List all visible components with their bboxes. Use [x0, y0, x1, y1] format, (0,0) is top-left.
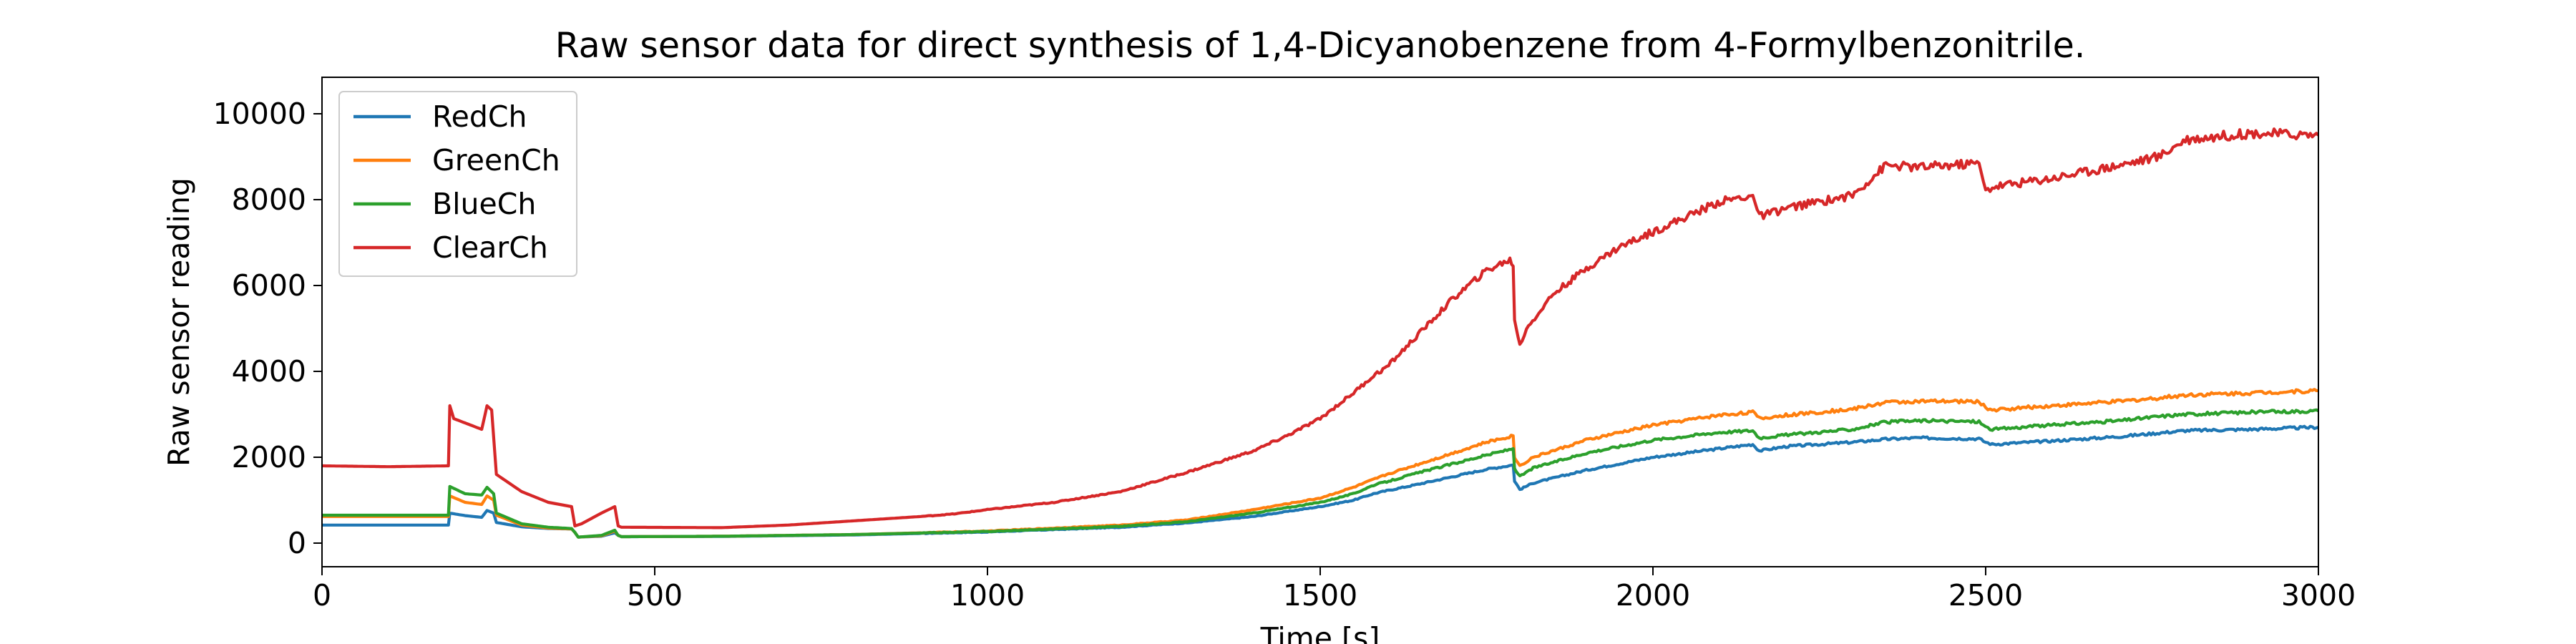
series-line-greench — [322, 388, 2318, 539]
x-tick-label: 2500 — [1948, 578, 2023, 613]
chart-title: Raw sensor data for direct synthesis of … — [555, 25, 2086, 66]
y-tick-label: 6000 — [232, 268, 306, 303]
x-tick-label: 500 — [627, 578, 683, 613]
x-tick-label: 3000 — [2281, 578, 2356, 613]
series-line-clearch — [322, 127, 2318, 530]
chart-axes: 0 500 1000 1500 2000 2500 3000 0 2000 4000 6000 800… — [162, 25, 2356, 644]
legend-box — [338, 91, 577, 277]
chart-marks — [322, 127, 2318, 539]
legend-label-redch: RedCh — [432, 99, 527, 134]
x-tick-label: 2000 — [1616, 578, 1690, 613]
series-line-bluech — [322, 408, 2318, 539]
y-tick-label: 8000 — [232, 182, 306, 217]
x-tick-label: 0 — [313, 578, 331, 613]
y-tick-label: 0 — [288, 526, 306, 560]
y-axis-label: Raw sensor reading — [162, 177, 196, 467]
series-line-redch — [322, 424, 2318, 539]
y-tick-label: 2000 — [232, 440, 306, 474]
plot-frame — [321, 77, 2319, 567]
x-axis-label: Time [s] — [1260, 621, 1380, 644]
legend-label-bluech: BlueCh — [432, 187, 536, 221]
x-tick-label: 1500 — [1283, 578, 1357, 613]
y-tick-label: 10000 — [213, 97, 306, 131]
x-tick-label: 1000 — [950, 578, 1025, 613]
y-tick-label: 4000 — [232, 354, 306, 389]
legend-label-greench: GreenCh — [432, 143, 560, 177]
chart-legend: RedCh GreenCh BlueCh ClearCh — [338, 91, 577, 277]
legend-label-clearch: ClearCh — [432, 230, 548, 265]
